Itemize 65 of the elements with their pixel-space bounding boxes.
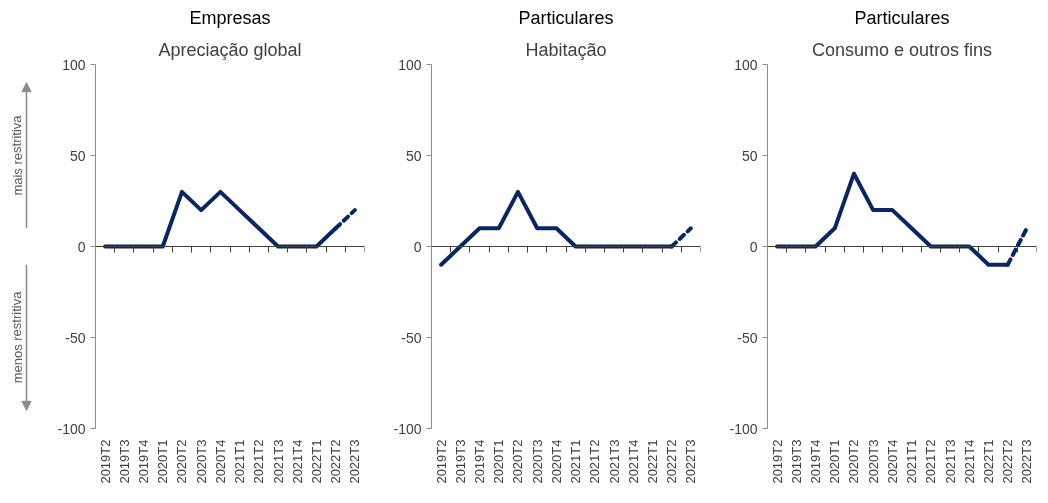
- x-tick-label: 2021T4: [625, 439, 641, 484]
- x-tick-label: 2021T3: [606, 439, 622, 484]
- text: menos restritiva: [9, 290, 25, 384]
- x-tick-label: 2022T2: [1000, 439, 1016, 484]
- y-tick-label: -50: [401, 329, 422, 346]
- text: mais restritiva: [9, 114, 25, 196]
- chart-title: Particulares: [854, 7, 950, 28]
- x-tick-label: 2021T4: [289, 439, 305, 484]
- x-tick-label: 2019T4: [472, 439, 488, 484]
- x-tick-label: 2019T2: [769, 439, 785, 484]
- x-tick-label: 2021T1: [904, 439, 920, 484]
- y-tick-label: 0: [749, 238, 758, 255]
- y-tick-label: 50: [405, 147, 422, 164]
- y-tick-label: -100: [57, 420, 86, 437]
- x-tick-label: 2020T1: [827, 439, 843, 484]
- y-tick-label: 0: [77, 238, 86, 255]
- x-tick-label: 2022T1: [980, 439, 996, 484]
- y-tick-label: 0: [413, 238, 422, 255]
- x-tick-label: 2021T2: [251, 439, 267, 484]
- x-tick-label: 2021T3: [270, 439, 286, 484]
- x-tick-label: 2020T3: [529, 439, 545, 484]
- y-tick-label: -50: [65, 329, 86, 346]
- x-tick-label: 2019T3: [116, 439, 132, 484]
- y-tick-label: -50: [737, 329, 758, 346]
- x-tick-label: 2021T1: [232, 439, 248, 484]
- x-tick-label: 2022T3: [1019, 439, 1035, 484]
- x-tick-label: 2020T4: [548, 439, 564, 484]
- x-tick-label: 2019T2: [97, 439, 113, 484]
- x-tick-label: 2020T4: [212, 439, 228, 484]
- x-tick-label: 2022T1: [308, 439, 324, 484]
- x-tick-label: 2020T1: [155, 439, 171, 484]
- chart-subtitle: Consumo e outros fins: [811, 39, 993, 60]
- x-tick-label: 2022T2: [664, 439, 680, 484]
- x-tick-label: 2019T4: [808, 439, 824, 484]
- y-tick-label: 100: [734, 56, 758, 73]
- chart-subtitle: Apreciação global: [158, 39, 302, 60]
- x-tick-label: 2022T3: [683, 439, 699, 484]
- x-tick-label: 2019T3: [788, 439, 804, 484]
- x-tick-label: 2021T1: [568, 439, 584, 484]
- y-tick-label: 100: [398, 56, 422, 73]
- y-tick-label: -100: [729, 420, 758, 437]
- x-tick-label: 2019T2: [433, 439, 449, 484]
- y-tick-label: 50: [69, 147, 86, 164]
- x-tick-label: 2022T2: [328, 439, 344, 484]
- x-tick-label: 2019T4: [136, 439, 152, 484]
- y-tick-label: -100: [393, 420, 422, 437]
- x-tick-label: 2020T2: [174, 439, 190, 484]
- x-tick-label: 2021T2: [587, 439, 603, 484]
- chart-subtitle: Habitação: [525, 39, 607, 60]
- x-tick-label: 2020T3: [193, 439, 209, 484]
- x-tick-label: 2020T4: [884, 439, 900, 484]
- x-tick-label: 2020T2: [846, 439, 862, 484]
- chart-title: Particulares: [518, 7, 614, 28]
- x-tick-label: 2021T3: [942, 439, 958, 484]
- y-tick-label: 100: [62, 56, 86, 73]
- x-tick-label: 2019T3: [452, 439, 468, 484]
- chart-title: Empresas: [189, 7, 271, 28]
- x-tick-label: 2022T3: [347, 439, 363, 484]
- x-tick-label: 2022T1: [644, 439, 660, 484]
- x-tick-label: 2020T3: [865, 439, 881, 484]
- y-tick-label: 50: [741, 147, 758, 164]
- x-tick-label: 2020T2: [510, 439, 526, 484]
- x-tick-label: 2021T4: [961, 439, 977, 484]
- x-tick-label: 2021T2: [923, 439, 939, 484]
- x-tick-label: 2020T1: [491, 439, 507, 484]
